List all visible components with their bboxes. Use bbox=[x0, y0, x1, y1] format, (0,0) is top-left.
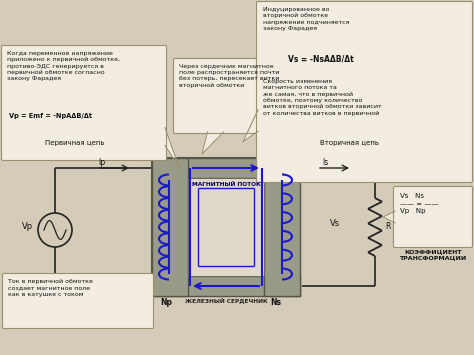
Text: Через сердечник магнитное
поле распространяется почти
без потерь, пересекает вит: Через сердечник магнитное поле распростр… bbox=[179, 64, 279, 88]
Text: Ns: Ns bbox=[270, 298, 281, 307]
Text: Первичная цепь: Первичная цепь bbox=[45, 140, 105, 146]
Text: Индуцированное во
вторичной обмотке
напряжение подчиняется
закону Фарадея: Индуцированное во вторичной обмотке напр… bbox=[263, 7, 349, 31]
Text: Вторичная цепь: Вторичная цепь bbox=[320, 140, 380, 146]
Bar bbox=[264, 158, 300, 296]
FancyBboxPatch shape bbox=[393, 186, 473, 247]
Text: R: R bbox=[385, 222, 391, 231]
FancyBboxPatch shape bbox=[2, 273, 154, 328]
Text: МАГНИТНЫЙ ПОТОК: МАГНИТНЫЙ ПОТОК bbox=[191, 182, 260, 187]
FancyBboxPatch shape bbox=[173, 59, 284, 133]
Polygon shape bbox=[202, 132, 224, 154]
Text: Is: Is bbox=[322, 158, 328, 167]
Text: ЖЕЛЕЗНЫЙ СЕРДЕЧНИК: ЖЕЛЕЗНЫЙ СЕРДЕЧНИК bbox=[185, 298, 267, 304]
Bar bbox=[152, 276, 300, 296]
Polygon shape bbox=[165, 128, 179, 167]
Bar bbox=[188, 178, 264, 276]
Text: Np: Np bbox=[160, 298, 172, 307]
Text: КОЭФФИЦИЕНТ
ТРАНСФОРМАЦИИ: КОЭФФИЦИЕНТ ТРАНСФОРМАЦИИ bbox=[400, 249, 466, 260]
Polygon shape bbox=[243, 110, 258, 142]
Text: Vs: Vs bbox=[330, 219, 340, 228]
Text: Vp = Emf = -NpAΔB/Δt: Vp = Emf = -NpAΔB/Δt bbox=[9, 113, 92, 119]
FancyBboxPatch shape bbox=[1, 45, 166, 160]
Text: Vp: Vp bbox=[22, 222, 33, 231]
Bar bbox=[152, 158, 300, 296]
Text: Когда переменное напряжение
приложено к первичной обмотке,
противо-ЭДС генерируе: Когда переменное напряжение приложено к … bbox=[7, 51, 120, 81]
FancyBboxPatch shape bbox=[256, 1, 473, 182]
Polygon shape bbox=[383, 211, 395, 223]
Text: Ip: Ip bbox=[99, 158, 106, 167]
Text: Vs   Ns
—— = ——
Vp   Np: Vs Ns —— = —— Vp Np bbox=[400, 193, 438, 214]
Text: Vs = -NsAΔB/Δt: Vs = -NsAΔB/Δt bbox=[288, 55, 354, 64]
Bar bbox=[152, 158, 188, 296]
Text: Ток в первичной обмотке
создает магнитное поле
как в катушке с током: Ток в первичной обмотке создает магнитно… bbox=[8, 279, 93, 296]
Text: Скорость изменения
магнитного потока та
же самая, что в первичной
обмотке, поэто: Скорость изменения магнитного потока та … bbox=[263, 79, 382, 115]
Bar bbox=[152, 158, 300, 178]
